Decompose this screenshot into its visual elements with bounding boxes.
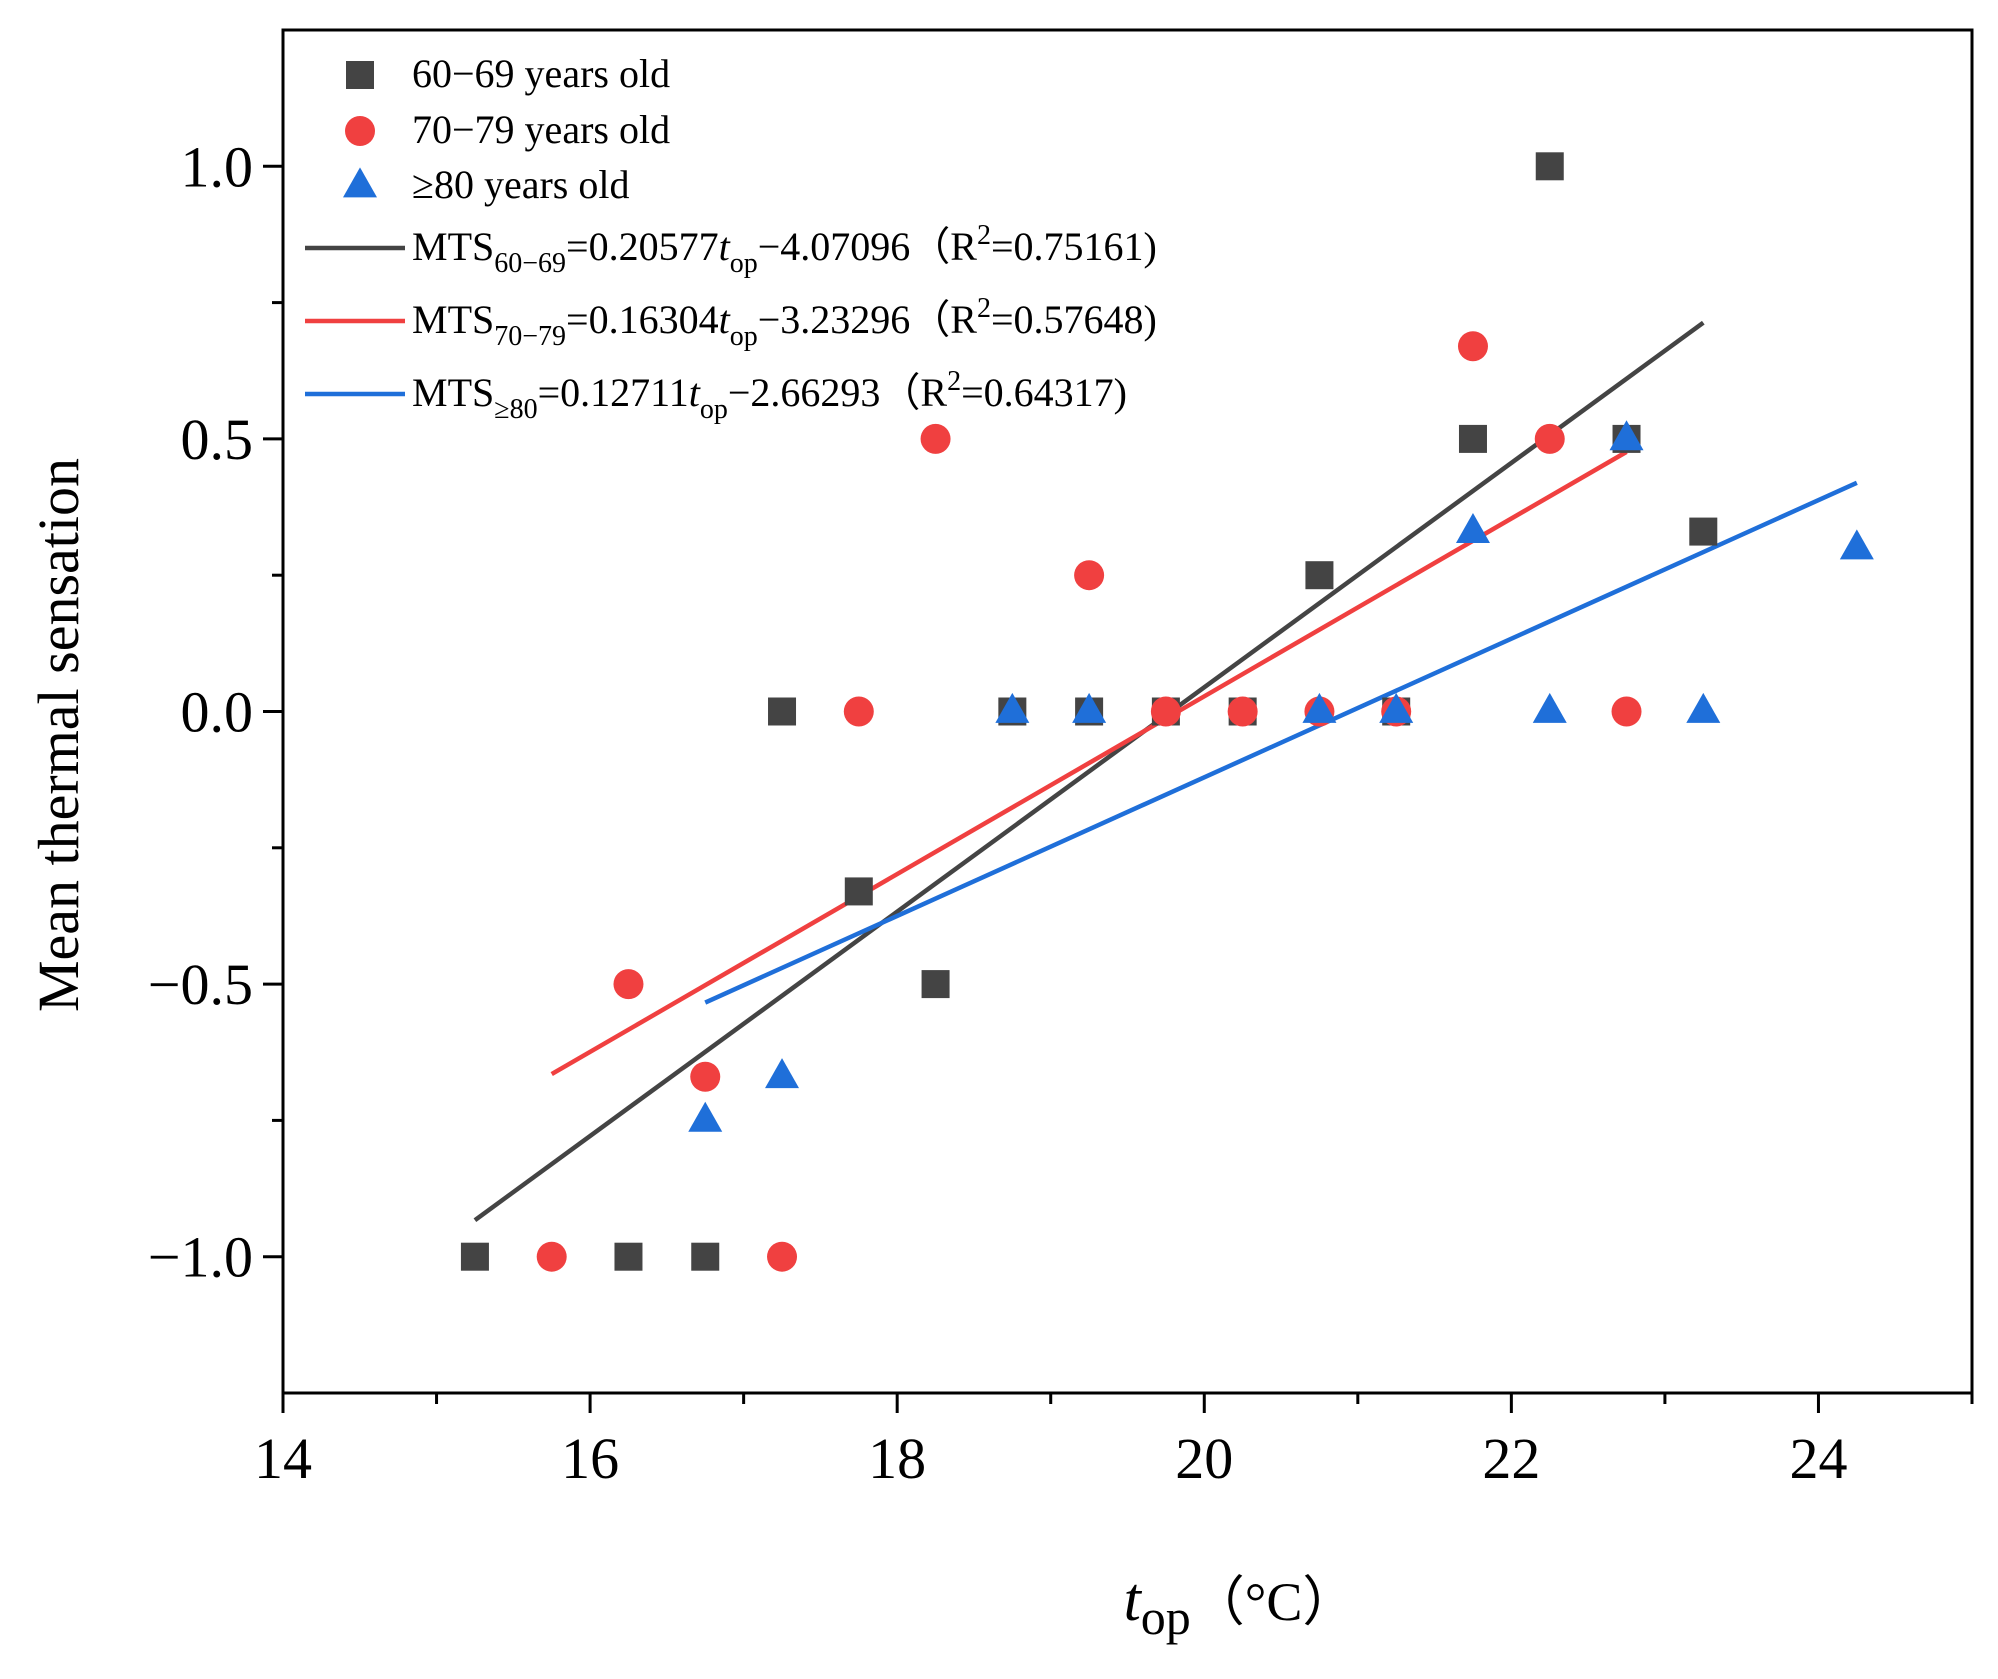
legend-fit-label-part: 2 [947,366,961,397]
legend-fit-label: MTS60−69=0.20577top−4.07096（R2=0.75161) [412,220,1157,279]
x-tick-label: 20 [1175,1426,1233,1491]
x-tick-label: 24 [1789,1426,1847,1491]
legend-fit-label-part: op [730,248,758,279]
legend-fit-label-part: ≥80 [494,394,537,425]
legend-fit-label-part: −3.23296（R [758,297,978,342]
data-point-square [691,1242,720,1271]
legend-fit-label-part: op [730,321,758,352]
data-point-circle [1457,331,1488,362]
data-point-triangle [1686,692,1721,723]
data-point-triangle [1609,420,1644,451]
legend-marker-square [346,61,374,89]
data-point-circle [1074,560,1105,591]
legend-fit-label-part: MTS [412,370,494,415]
data-point-square [921,970,950,999]
x-tick-label: 14 [254,1426,312,1491]
legend-fit-label-part: =0.75161) [991,224,1157,269]
data-point-square [614,1242,643,1271]
data-point-square [1458,424,1487,453]
fit-lines [473,320,1858,1222]
data-point-triangle [765,1058,800,1089]
data-point-square [844,877,873,906]
legend-fit-label-part: −4.07096（R [758,224,978,269]
x-axis-title-var: t [1124,1566,1143,1634]
legend-fit-label-part: 70−79 [494,321,566,352]
data-point-square [1305,561,1334,590]
data-point-circle [1227,696,1258,727]
x-tick-label: 18 [868,1426,926,1491]
legend-fit-label-part: =0.20577 [566,224,719,269]
data-point-circle [1150,696,1181,727]
data-point-square [1689,517,1718,546]
legend-fit-label-part: =0.12711 [538,370,689,415]
legend-fit-label-part: op [700,394,728,425]
legend-fit-label-part: t [719,297,731,342]
legend-fit-label-part: t [719,224,731,269]
legend-label: 60−69 years old [412,51,670,96]
y-tick-label: 0.5 [181,407,254,472]
x-axis-title: top（°C） [1124,1566,1357,1645]
data-point-circle [1534,423,1565,454]
legend-fit-label-part: =0.64317) [961,370,1127,415]
legend-fit-label: MTS70−79=0.16304top−3.23296（R2=0.57648) [412,293,1157,352]
data-point-circle [920,423,951,454]
data-point-circle [843,696,874,727]
y-axis: −1.0 −0.5 0.0 0.5 1.0 [148,134,283,1290]
y-tick-label: −0.5 [148,952,253,1017]
data-point-square [460,1242,489,1271]
y-tick-label: −1.0 [148,1225,253,1290]
data-point-square [768,697,797,726]
legend-marker-circle [345,116,375,146]
x-axis: 14 16 18 20 22 24 [254,1393,1974,1491]
data-point-circle [1611,696,1642,727]
legend: 60−69 years old 70−79 years old ≥80 years … [305,51,1157,425]
legend-fit-label-part: MTS [412,297,494,342]
data-point-triangle [1302,692,1337,723]
data-point-triangle [1379,692,1414,723]
legend-label: 70−79 years old [412,107,670,152]
x-tick-label: 16 [561,1426,619,1491]
data-point-circle [536,1241,567,1272]
data-point-triangle [995,692,1030,723]
fit-line [473,320,1705,1222]
y-axis-title: Mean thermal sensation [26,458,91,1012]
legend-fit-label-part: −2.66293（R [728,370,948,415]
x-axis-title-unit: （°C） [1191,1572,1357,1632]
data-point-triangle [1072,692,1107,723]
legend-fit-label-part: =0.57648) [991,297,1157,342]
data-point-circle [767,1241,798,1272]
legend-fit-label-part: 60−69 [494,248,566,279]
y-tick-label: 0.0 [181,680,254,745]
legend-fit-label-part: MTS [412,224,494,269]
x-tick-label: 22 [1482,1426,1540,1491]
x-axis-title-sub: op [1141,1589,1191,1645]
legend-fit-label-part: 2 [977,220,991,251]
fit-line [704,480,1858,1005]
legend-fit-label-part: =0.16304 [566,297,719,342]
data-point-triangle [1455,512,1490,543]
legend-fit-label-part: 2 [977,293,991,324]
data-point-square [1535,152,1564,181]
y-tick-label: 1.0 [181,134,254,199]
legend-fit-label: MTS≥80=0.12711top−2.66293（R2=0.64317) [412,366,1127,425]
legend-fit-label-part: t [689,370,701,415]
legend-marker-triangle [343,167,377,198]
data-points [460,152,1874,1272]
data-point-triangle [1532,692,1567,723]
data-point-triangle [1839,529,1874,560]
legend-label: ≥80 years old [412,162,629,207]
data-point-triangle [688,1101,723,1132]
fit-line [550,449,1628,1077]
data-point-circle [690,1061,721,1092]
data-point-circle [613,969,644,1000]
